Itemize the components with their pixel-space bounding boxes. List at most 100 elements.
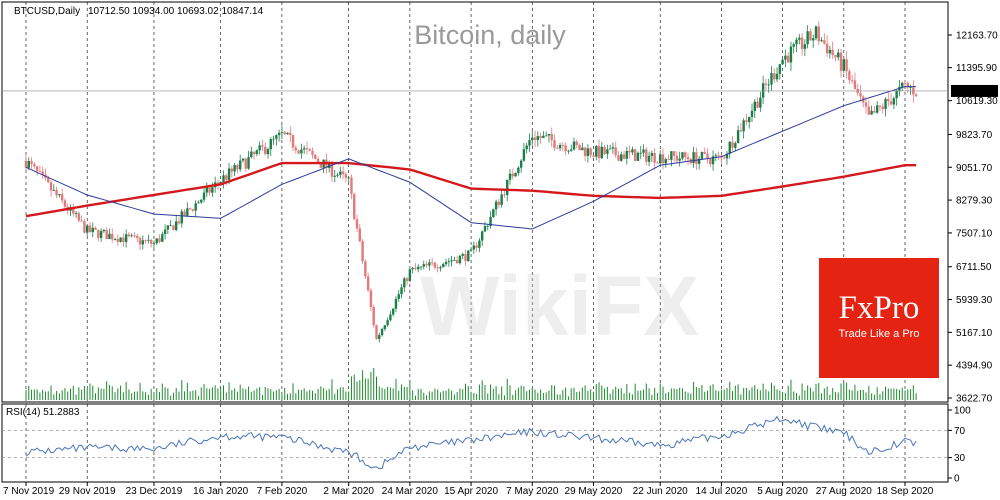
candle-body — [608, 148, 612, 150]
candle-body — [850, 80, 854, 81]
candle-body — [133, 235, 136, 237]
candle-body — [194, 203, 197, 211]
price-tick-label: 5939.30 — [956, 295, 993, 306]
candle-body — [330, 161, 334, 177]
candle-body — [558, 145, 562, 149]
date-tick-label: 15 Apr 2020 — [444, 486, 498, 497]
candle-body — [152, 243, 156, 244]
candle-body — [378, 335, 381, 339]
candle-body — [711, 156, 715, 165]
candle-body — [180, 211, 183, 224]
candle-body — [161, 234, 164, 242]
candle-body — [127, 234, 131, 237]
candle-body — [636, 152, 640, 161]
rsi-panel-frame — [1, 403, 949, 483]
candle-body — [391, 308, 395, 315]
candle-body — [447, 261, 451, 263]
candle-body — [35, 166, 39, 172]
candle-body — [611, 147, 615, 149]
candle-body — [806, 31, 809, 45]
date-tick-label: 2 Mar 2020 — [323, 486, 374, 497]
candle-body — [130, 235, 133, 237]
candle-body — [589, 148, 592, 156]
candle-body — [225, 175, 228, 180]
candle-body — [817, 26, 820, 42]
candle-body — [455, 260, 459, 264]
candle-body — [216, 182, 220, 184]
candle-body — [633, 149, 637, 161]
price-tick-label: 11395.90 — [956, 63, 997, 74]
candle-body — [725, 153, 729, 159]
slow-moving-average-line — [25, 161, 917, 218]
candle-body — [238, 160, 242, 170]
candle-body — [414, 267, 417, 270]
candle-body — [759, 97, 762, 108]
candle-body — [564, 145, 567, 152]
candle-body — [684, 152, 687, 158]
fxpro-logo-background — [819, 258, 939, 378]
candle-body — [525, 145, 528, 150]
candle-body — [136, 235, 139, 239]
candle-body — [656, 162, 659, 164]
candle-body — [155, 238, 158, 244]
rsi-axis: 100 70 30 0 — [948, 406, 971, 485]
candle-body — [667, 159, 670, 160]
candle-body — [650, 153, 654, 156]
candle-body — [314, 154, 317, 159]
candle-body — [881, 106, 884, 109]
candle-body — [286, 132, 289, 135]
candle-body — [442, 264, 445, 268]
candle-body — [230, 168, 234, 172]
candle-body — [853, 80, 857, 90]
candle-body — [383, 325, 387, 329]
candle-body — [102, 230, 106, 232]
candle-body — [581, 147, 584, 151]
candle-body — [83, 221, 86, 233]
price-tick-label: 9051.70 — [956, 163, 993, 174]
candle-body — [336, 174, 339, 176]
candle-body — [425, 264, 428, 266]
date-tick-label: 27 Aug 2020 — [816, 486, 873, 497]
candle-body — [528, 140, 531, 146]
candle-body — [191, 209, 195, 211]
candle-body — [327, 161, 331, 168]
candle-body — [177, 221, 181, 224]
candle-body — [781, 59, 784, 65]
candle-body — [55, 189, 58, 196]
candle-body — [33, 163, 36, 167]
candle-body — [834, 54, 837, 58]
candle-body — [417, 266, 420, 270]
candle-body — [347, 177, 350, 179]
candle-body — [773, 73, 776, 80]
candle-body — [24, 160, 28, 168]
candle-body — [294, 147, 298, 151]
candlesticks — [24, 21, 918, 343]
date-tick-label: 5 Aug 2020 — [757, 486, 808, 497]
date-tick-label: 7 May 2020 — [506, 486, 559, 497]
candle-body — [277, 132, 281, 136]
candle-body — [533, 137, 537, 141]
candle-body — [258, 145, 261, 151]
candle-body — [839, 52, 843, 71]
candle-body — [544, 135, 548, 137]
candle-body — [291, 134, 295, 148]
candle-body — [550, 133, 553, 141]
fxpro-tagline: Trade Like a Pro — [839, 328, 920, 340]
candle-body — [252, 151, 256, 154]
candle-body — [892, 98, 896, 105]
candle-body — [603, 146, 606, 154]
candle-body — [38, 171, 42, 172]
candle-body — [873, 110, 876, 113]
candle-body — [433, 262, 437, 268]
candle-body — [483, 226, 487, 232]
candle-body — [308, 149, 311, 151]
candle-body — [97, 229, 100, 238]
candle-body — [812, 38, 815, 41]
candle-body — [814, 26, 818, 39]
candle-body — [108, 233, 111, 240]
candle-body — [461, 254, 464, 256]
candle-body — [500, 194, 503, 205]
candle-body — [241, 158, 245, 161]
candle-body — [489, 217, 492, 226]
